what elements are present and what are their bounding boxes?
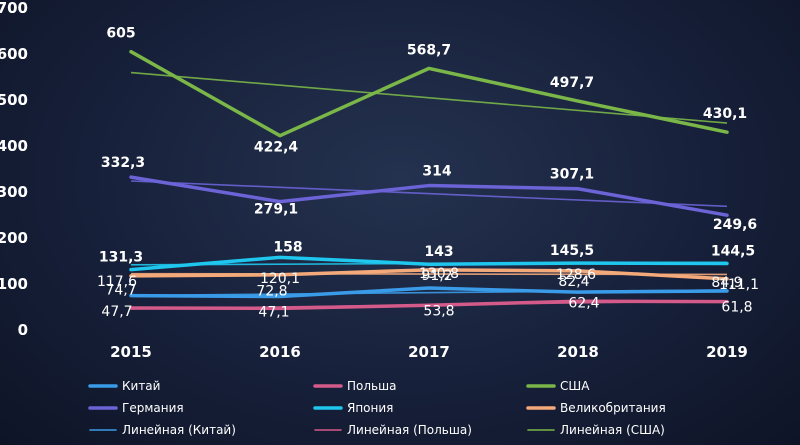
data-label-германия: 314 <box>422 164 451 180</box>
legend-item: Польша <box>313 379 396 393</box>
data-label-китай: 82,4 <box>558 274 589 290</box>
legend-item: Китай <box>88 379 160 393</box>
data-label-польша: 61,8 <box>721 300 752 316</box>
data-label-польша: 62,4 <box>568 295 599 311</box>
data-label-сша: 422,4 <box>254 140 299 156</box>
y-axis-ticks: 0 100 200 300 400 500 600 700 <box>0 0 28 339</box>
legend-item: Германия <box>88 401 184 415</box>
x-tick-label: 2018 <box>557 343 599 361</box>
trendline-германия <box>130 180 728 208</box>
trendline-сша <box>130 71 728 124</box>
data-label-япония: 131,3 <box>99 250 143 266</box>
data-label-великобритания: 117,6 <box>97 274 137 290</box>
data-label-япония: 145,5 <box>550 243 594 259</box>
data-label-сша: 430,1 <box>703 106 747 122</box>
data-label-германия: 279,1 <box>254 202 298 218</box>
legend-item: Линейная (США) <box>527 423 665 437</box>
data-label-сша: 568,7 <box>407 42 451 58</box>
legend-label: Германия <box>122 401 184 415</box>
data-label-китай: 91,2 <box>421 268 452 284</box>
y-tick-label: 500 <box>0 91 28 109</box>
legend-label: Китай <box>122 379 160 393</box>
legend-label: США <box>560 379 590 393</box>
data-label-германия: 249,6 <box>713 217 757 233</box>
series-line-польша <box>129 299 729 311</box>
legend-item: Великобритания <box>526 401 666 415</box>
legend-label: Линейная (США) <box>560 423 665 437</box>
data-label-китай: 74,7 <box>105 283 136 299</box>
legend-label: Польша <box>347 379 396 393</box>
data-label-великобритания: 111,1 <box>719 277 759 293</box>
data-label-германия: 332,3 <box>101 155 145 171</box>
data-label-великобритания: 128,6 <box>556 267 596 283</box>
y-tick-label: 300 <box>0 183 28 201</box>
series-line-германия <box>129 175 729 217</box>
data-label-великобритания: 120,1 <box>260 271 300 287</box>
x-tick-label: 2017 <box>408 343 450 361</box>
data-label-великобритания: 130,8 <box>419 266 459 282</box>
y-tick-label: 700 <box>0 0 28 17</box>
data-label-китай: 72,8 <box>256 284 287 300</box>
data-label-япония: 158 <box>273 239 302 255</box>
y-tick-label: 600 <box>0 45 28 63</box>
y-tick-label: 400 <box>0 137 28 155</box>
data-label-польша: 47,7 <box>101 304 132 320</box>
series-line-китай <box>129 286 729 299</box>
legend-item: Япония <box>313 401 393 415</box>
y-tick-label: 0 <box>18 321 28 339</box>
x-tick-label: 2019 <box>706 343 748 361</box>
legend-item: Линейная (Польша) <box>314 423 472 437</box>
data-labels: 605 422,4 568,7 497,7 430,1 332,3 279,1 314 307,… <box>97 26 759 321</box>
legend-label: Япония <box>347 401 393 415</box>
data-label-польша: 53,8 <box>423 303 454 319</box>
data-label-сша: 497,7 <box>550 75 594 91</box>
legend-item: Линейная (Китай) <box>89 423 236 437</box>
data-label-сша: 605 <box>106 26 135 42</box>
data-label-китай: 84,9 <box>711 275 742 291</box>
legend-label: Линейная (Польша) <box>347 423 472 437</box>
series-lines <box>129 49 729 311</box>
data-label-германия: 307,1 <box>550 167 594 183</box>
data-label-япония: 144,5 <box>711 244 755 260</box>
legend: Китай Польша США Германия Япония Великобритан… <box>88 379 666 437</box>
y-tick-label: 100 <box>0 275 28 293</box>
legend-item: США <box>526 379 590 393</box>
x-tick-label: 2015 <box>110 343 152 361</box>
legend-label: Великобритания <box>560 401 666 415</box>
series-line-великобритания <box>129 268 729 281</box>
x-axis-ticks: 2015 2016 2017 2018 2019 <box>110 343 748 361</box>
series-line-япония <box>129 255 729 272</box>
data-label-польша: 47,1 <box>258 304 289 320</box>
data-label-япония: 143 <box>424 244 453 260</box>
y-tick-label: 200 <box>0 229 28 247</box>
series-line-сша <box>129 49 729 138</box>
legend-label: Линейная (Китай) <box>122 423 236 437</box>
x-tick-label: 2016 <box>259 343 301 361</box>
